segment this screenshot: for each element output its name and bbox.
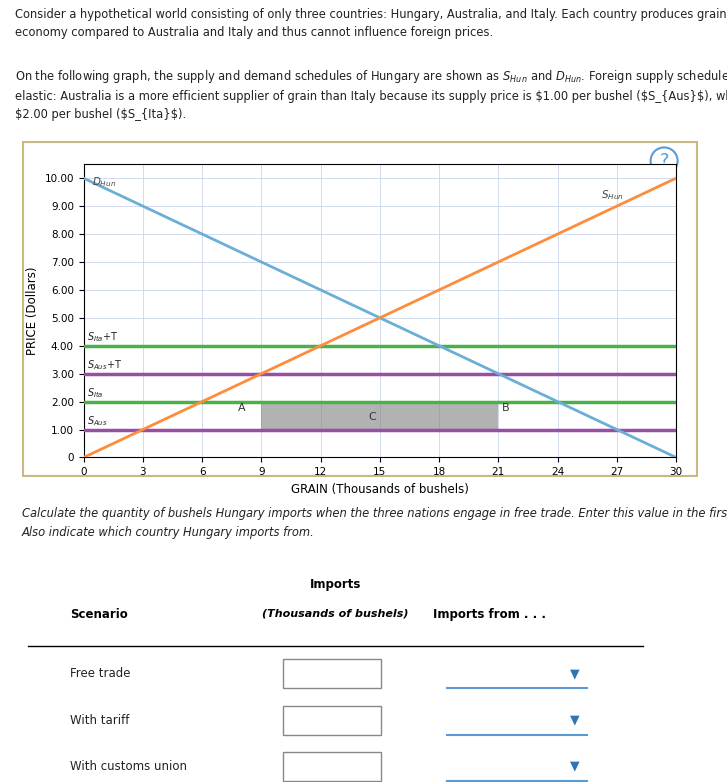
Text: Imports from . . .: Imports from . . . (433, 608, 546, 622)
Text: C: C (368, 412, 376, 421)
Text: ▼: ▼ (570, 667, 580, 680)
Bar (262, 402, 498, 429)
FancyBboxPatch shape (284, 752, 381, 781)
Text: $S_{Aus}$: $S_{Aus}$ (87, 414, 107, 429)
Text: Imports: Imports (310, 578, 361, 591)
Text: With customs union: With customs union (71, 760, 188, 773)
Y-axis label: PRICE (Dollars): PRICE (Dollars) (26, 267, 39, 355)
Text: $S_{Hun}$: $S_{Hun}$ (601, 188, 624, 202)
FancyBboxPatch shape (284, 705, 381, 734)
X-axis label: GRAIN (Thousands of bushels): GRAIN (Thousands of bushels) (291, 482, 469, 496)
Text: On the following graph, the supply and demand schedules of Hungary are shown as : On the following graph, the supply and d… (15, 67, 727, 120)
Text: Free trade: Free trade (71, 667, 131, 680)
Text: A: A (238, 404, 245, 414)
Text: (Thousands of bushels): (Thousands of bushels) (262, 608, 409, 619)
Text: $S_{Ita}$+T: $S_{Ita}$+T (87, 330, 118, 343)
Text: Scenario: Scenario (71, 608, 128, 622)
Text: ?: ? (659, 152, 669, 170)
Text: Consider a hypothetical world consisting of only three countries: Hungary, Austr: Consider a hypothetical world consisting… (15, 8, 727, 39)
Text: $S_{Aus}$+T: $S_{Aus}$+T (87, 358, 121, 372)
FancyBboxPatch shape (284, 659, 381, 688)
Text: B: B (502, 404, 510, 414)
Text: ▼: ▼ (570, 760, 580, 773)
Text: With tariff: With tariff (71, 714, 129, 726)
Text: Calculate the quantity of bushels Hungary imports when the three nations engage : Calculate the quantity of bushels Hungar… (22, 507, 727, 539)
Text: $D_{Hun}$: $D_{Hun}$ (92, 175, 116, 189)
FancyBboxPatch shape (22, 141, 698, 477)
Text: ▼: ▼ (570, 714, 580, 726)
Text: $S_{Ita}$: $S_{Ita}$ (87, 386, 103, 400)
